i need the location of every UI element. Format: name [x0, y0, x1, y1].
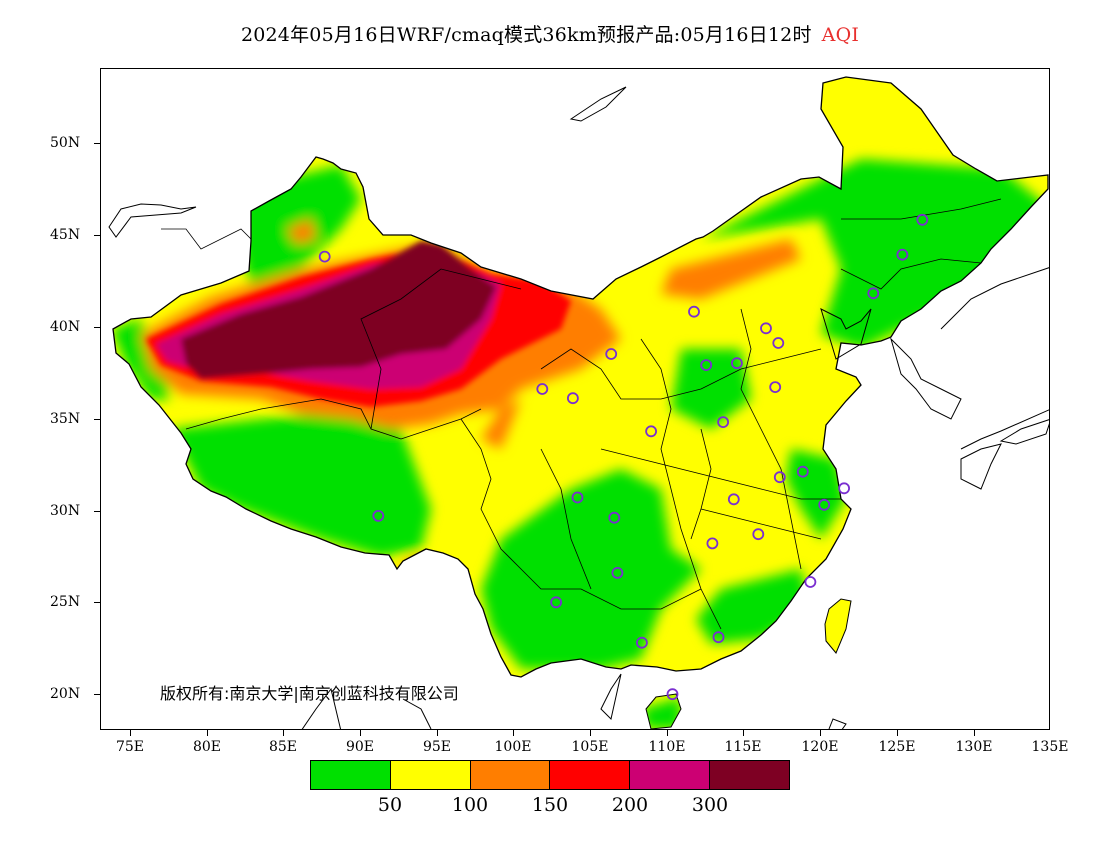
- legend-swatch: [710, 761, 789, 789]
- lon-label-135e: 135E: [1031, 739, 1069, 755]
- lon-label-105e: 105E: [571, 739, 609, 755]
- coastlines: [108, 86, 1049, 729]
- station-marker: [804, 576, 817, 588]
- lon-label-85e: 85E: [268, 739, 298, 755]
- station-marker: [916, 213, 929, 226]
- station-marker: [700, 359, 713, 372]
- station-marker: [536, 383, 549, 395]
- lat-tick: [94, 235, 100, 236]
- station-marker: [645, 425, 657, 438]
- aqi-map: [108, 76, 1049, 729]
- title-pollutant: AQI: [821, 24, 860, 46]
- lat-label-20n: 20N: [50, 686, 81, 702]
- station-markers: [318, 213, 929, 701]
- lon-label-100e: 100E: [494, 739, 532, 755]
- lat-label-25n: 25N: [50, 594, 81, 610]
- station-marker: [773, 471, 786, 484]
- copyright-text: 版权所有:南京大学|南京创蓝科技有限公司: [160, 684, 459, 703]
- station-marker: [688, 305, 700, 318]
- station-marker: [611, 566, 624, 579]
- lat-tick: [94, 694, 100, 695]
- lon-tick: [360, 730, 361, 736]
- boundaries: [112, 76, 1049, 729]
- lon-label-95e: 95E: [422, 739, 452, 755]
- lat-tick: [94, 602, 100, 603]
- lon-tick: [590, 730, 591, 736]
- map-title: 2024年05月16日WRF/cmaq模式36km预报产品:05月16日12时 A…: [0, 20, 1100, 47]
- lon-tick: [513, 730, 514, 736]
- lat-tick: [94, 419, 100, 420]
- legend-swatch: [550, 761, 631, 789]
- station-marker: [318, 250, 331, 263]
- legend-value-200: 200: [611, 794, 649, 816]
- station-marker: [731, 357, 743, 370]
- station-marker: [727, 493, 740, 506]
- lat-label-50n: 50N: [50, 135, 81, 151]
- station-marker: [608, 511, 621, 524]
- legend-swatch: [630, 761, 711, 789]
- lat-tick: [94, 143, 100, 144]
- station-marker: [605, 348, 618, 360]
- legend-swatch: [311, 761, 391, 789]
- map-frame: [100, 68, 1050, 730]
- lon-tick: [820, 730, 821, 736]
- lat-label-30n: 30N: [50, 503, 81, 519]
- lon-tick: [897, 730, 898, 736]
- station-marker: [752, 528, 765, 541]
- station-marker: [896, 248, 909, 261]
- station-marker: [717, 416, 729, 429]
- lat-label-45n: 45N: [50, 227, 81, 243]
- lon-tick: [667, 730, 668, 736]
- lat-label-40n: 40N: [50, 319, 81, 335]
- station-marker: [636, 636, 648, 649]
- lon-label-110e: 110E: [648, 739, 686, 755]
- lon-tick: [207, 730, 208, 736]
- lon-tick: [130, 730, 131, 736]
- lon-label-80e: 80E: [192, 739, 222, 755]
- station-marker: [571, 491, 584, 504]
- legend-swatch: [470, 761, 551, 789]
- legend-value-300: 300: [691, 794, 729, 816]
- station-marker: [566, 392, 579, 405]
- lat-label-35n: 35N: [50, 411, 81, 427]
- station-marker: [867, 287, 880, 300]
- legend-swatch: [390, 761, 471, 789]
- lon-tick: [437, 730, 438, 736]
- lon-tick: [743, 730, 744, 736]
- lon-label-115e: 115E: [724, 739, 762, 755]
- station-marker: [796, 465, 809, 478]
- aqi-legend-bar: [310, 760, 790, 790]
- legend-value-100: 100: [451, 794, 489, 816]
- station-marker: [772, 337, 785, 349]
- lon-label-120e: 120E: [801, 739, 839, 755]
- title-main: 2024年05月16日WRF/cmaq模式36km预报产品:05月16日12时: [240, 24, 812, 46]
- station-marker: [550, 596, 563, 609]
- lat-tick: [94, 327, 100, 328]
- station-marker: [666, 688, 679, 701]
- station-marker: [838, 482, 850, 495]
- lon-tick: [283, 730, 284, 736]
- lon-label-125e: 125E: [878, 739, 916, 755]
- station-marker: [372, 509, 385, 522]
- station-marker: [760, 322, 772, 335]
- aqi-field: [113, 77, 1048, 729]
- legend-value-50: 50: [377, 794, 403, 816]
- lon-tick: [974, 730, 975, 736]
- lon-label-75e: 75E: [115, 739, 145, 755]
- legend-value-150: 150: [531, 794, 569, 816]
- lon-label-90e: 90E: [345, 739, 375, 755]
- station-marker: [818, 498, 831, 511]
- lat-tick: [94, 511, 100, 512]
- station-marker: [769, 381, 782, 394]
- station-marker: [706, 537, 719, 550]
- station-marker: [712, 631, 725, 644]
- lon-label-130e: 130E: [955, 739, 993, 755]
